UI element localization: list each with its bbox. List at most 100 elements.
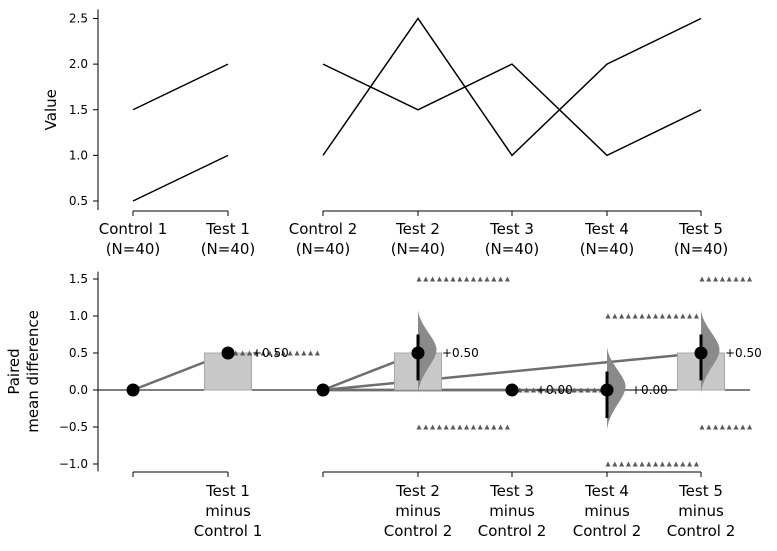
bootstrap-marker	[706, 276, 712, 282]
bootstrap-marker	[659, 461, 665, 467]
bootstrap-marker	[605, 313, 611, 319]
bootstrap-marker	[687, 461, 693, 467]
bootstrap-marker	[491, 276, 497, 282]
bottom-category-label: Test 1	[205, 482, 250, 500]
bootstrap-marker	[517, 387, 523, 393]
bottom-category-label: Control 1	[194, 522, 263, 540]
bootstrap-marker	[470, 424, 476, 430]
top-category-label: Test 2	[395, 220, 440, 238]
effect-mean-point	[221, 346, 235, 360]
bootstrap-marker	[436, 424, 442, 430]
bootstrap-marker	[498, 424, 504, 430]
bootstrap-marker	[457, 424, 463, 430]
bottom-category-label: minus	[584, 502, 630, 520]
bootstrap-marker	[443, 424, 449, 430]
bootstrap-marker	[747, 424, 753, 430]
top-category-label: (N=40)	[391, 240, 446, 258]
bottom-category-label: Test 4	[584, 482, 629, 500]
bootstrap-marker	[612, 313, 618, 319]
bottom-category-label: minus	[489, 502, 535, 520]
bootstrap-marker	[706, 424, 712, 430]
bottom-y-axis-label-line: mean difference	[24, 310, 42, 433]
top-category-label: (N=40)	[201, 240, 256, 258]
bottom-y-tick-label: 1.0	[69, 309, 88, 323]
bootstrap-marker	[625, 313, 631, 319]
bootstrap-marker	[585, 387, 591, 393]
top-category-label: Test 4	[584, 220, 629, 238]
bootstrap-marker	[314, 350, 320, 356]
bottom-category-label: Control 2	[384, 522, 453, 540]
bootstrap-marker	[625, 461, 631, 467]
top-category-label: (N=40)	[106, 240, 161, 258]
bottom-category-label: Control 2	[667, 522, 736, 540]
bootstrap-marker	[274, 350, 280, 356]
top-category-label: Test 5	[678, 220, 723, 238]
bootstrap-marker	[477, 276, 483, 282]
top-category-label: Control 2	[289, 220, 358, 238]
bootstrap-marker	[632, 461, 638, 467]
bootstrap-marker	[246, 350, 252, 356]
bottom-y-tick-label: −1.0	[59, 457, 88, 471]
bottom-category-label: minus	[395, 502, 441, 520]
bootstrap-marker	[280, 350, 286, 356]
top-y-tick-label: 0.5	[69, 194, 88, 208]
bootstrap-marker	[443, 276, 449, 282]
bootstrap-distribution	[701, 310, 720, 393]
bootstrap-marker	[423, 276, 429, 282]
bootstrap-marker	[430, 424, 436, 430]
bootstrap-marker	[699, 276, 705, 282]
bootstrap-marker	[484, 424, 490, 430]
bootstrap-marker	[653, 313, 659, 319]
bootstrap-marker	[530, 387, 536, 393]
effect-mean-point	[411, 346, 425, 360]
bootstrap-marker	[423, 424, 429, 430]
bootstrap-marker	[477, 424, 483, 430]
top-y-tick-label: 2.0	[69, 57, 88, 71]
bootstrap-marker	[464, 276, 470, 282]
bootstrap-marker	[470, 276, 476, 282]
bootstrap-marker	[646, 461, 652, 467]
bootstrap-marker	[484, 276, 490, 282]
bootstrap-marker	[639, 461, 645, 467]
bootstrap-marker	[504, 276, 510, 282]
bootstrap-marker	[619, 313, 625, 319]
bootstrap-marker	[693, 313, 699, 319]
bootstrap-marker	[726, 276, 732, 282]
bootstrap-marker	[260, 350, 266, 356]
bootstrap-marker	[699, 424, 705, 430]
effect-size-label: +0.00	[631, 383, 668, 397]
bootstrap-marker	[592, 387, 598, 393]
bootstrap-marker	[578, 387, 584, 393]
top-category-label: (N=40)	[296, 240, 351, 258]
bootstrap-marker	[605, 461, 611, 467]
bootstrap-marker	[680, 313, 686, 319]
bootstrap-marker	[666, 461, 672, 467]
bootstrap-marker	[646, 313, 652, 319]
top-category-label: (N=40)	[485, 240, 540, 258]
bootstrap-marker	[713, 424, 719, 430]
bootstrap-marker	[301, 350, 307, 356]
bootstrap-marker	[457, 276, 463, 282]
effect-size-label: +0.50	[725, 346, 762, 360]
top-category-label: Test 1	[205, 220, 250, 238]
bootstrap-marker	[436, 276, 442, 282]
bottom-category-label: Control 2	[573, 522, 642, 540]
top-paired-line	[132, 154, 229, 202]
bootstrap-marker	[294, 350, 300, 356]
bottom-y-tick-label: 1.5	[69, 272, 88, 286]
top-y-tick-label: 1.0	[69, 148, 88, 162]
top-category-label: Control 1	[99, 220, 168, 238]
bootstrap-marker	[308, 350, 314, 356]
bootstrap-marker	[632, 313, 638, 319]
bootstrap-marker	[726, 424, 732, 430]
bootstrap-distribution	[418, 310, 437, 393]
bootstrap-marker	[551, 387, 557, 393]
bootstrap-marker	[719, 424, 725, 430]
bottom-category-label: Control 2	[478, 522, 547, 540]
effect-mean-point	[600, 383, 614, 397]
effect-size-label: +0.00	[536, 383, 573, 397]
bootstrap-marker	[498, 276, 504, 282]
top-paired-line	[322, 63, 702, 157]
bootstrap-marker	[464, 424, 470, 430]
